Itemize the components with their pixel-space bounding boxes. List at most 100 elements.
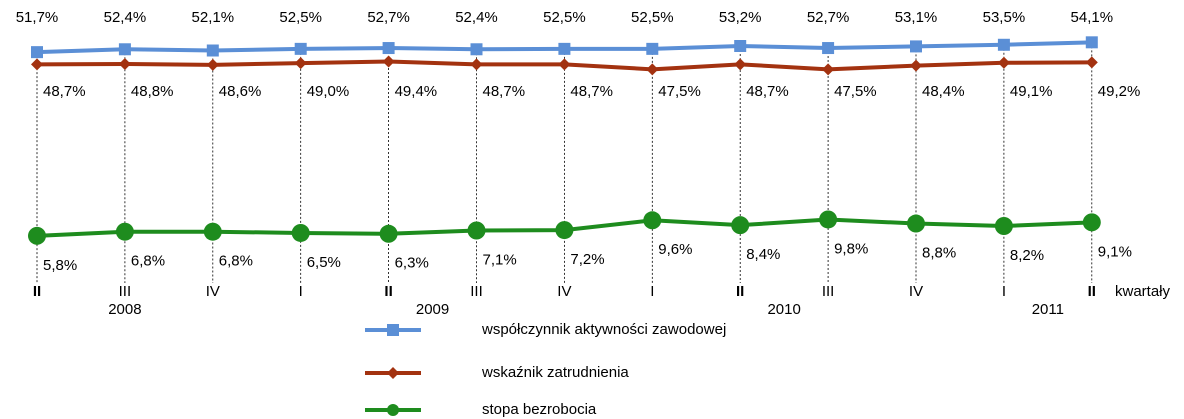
x-tick-label: III (470, 283, 483, 300)
marker (1085, 56, 1098, 69)
data-label: 52,5% (279, 9, 322, 26)
data-label: 49,2% (1098, 83, 1141, 100)
marker (206, 58, 219, 71)
x-tick-label: II (1088, 283, 1096, 300)
marker (203, 222, 222, 241)
data-label: 6,8% (219, 253, 253, 270)
year-label: 2009 (416, 301, 449, 318)
x-tick-label: I (650, 283, 654, 300)
data-label: 48,7% (43, 83, 86, 100)
x-tick-label: II (33, 283, 41, 300)
legend-marker (387, 324, 399, 336)
x-tick-label: II (384, 283, 392, 300)
data-label: 51,7% (16, 9, 59, 26)
marker (822, 63, 835, 76)
marker (997, 56, 1010, 69)
year-label: 2010 (767, 301, 800, 318)
marker (294, 57, 307, 70)
legend-label: stopa bezrobocia (482, 401, 597, 418)
data-label: 48,8% (131, 83, 174, 100)
x-tick-label: I (299, 283, 303, 300)
marker (819, 210, 838, 229)
data-label: 52,7% (807, 9, 850, 26)
data-label: 8,8% (922, 245, 956, 262)
data-label: 52,1% (192, 9, 235, 26)
data-label: 52,4% (104, 9, 147, 26)
data-label: 49,1% (1010, 83, 1053, 100)
data-label: 47,5% (658, 83, 701, 100)
data-label: 53,5% (983, 9, 1026, 26)
legend-label: współczynnik aktywności zawodowej (481, 321, 726, 338)
x-tick-label: IV (557, 283, 571, 300)
marker (822, 42, 835, 55)
legend-marker (387, 404, 399, 416)
data-label: 7,1% (483, 251, 517, 268)
legend-marker (387, 367, 399, 379)
marker (1082, 213, 1101, 232)
legend-label: wskaźnik zatrudnienia (481, 364, 629, 381)
marker (206, 44, 219, 57)
marker (734, 40, 747, 52)
data-label: 9,1% (1098, 243, 1132, 260)
marker (118, 43, 131, 56)
data-label: 8,4% (746, 246, 780, 263)
data-label: 52,7% (367, 9, 410, 26)
data-label: 52,5% (631, 9, 674, 26)
marker (470, 43, 483, 56)
data-label: 6,8% (131, 253, 165, 270)
data-label: 6,5% (307, 254, 341, 271)
data-label: 48,4% (922, 83, 965, 100)
data-label: 48,7% (570, 83, 613, 100)
data-label: 6,3% (395, 255, 429, 272)
marker (31, 46, 43, 59)
data-label: 49,0% (307, 83, 350, 100)
marker (467, 221, 486, 240)
data-label: 5,8% (43, 257, 77, 274)
marker (379, 224, 398, 243)
marker (291, 223, 310, 242)
marker (28, 226, 46, 245)
marker (643, 211, 662, 230)
x-tick-label: I (1002, 283, 1006, 300)
data-label: 53,1% (895, 9, 938, 26)
marker (910, 59, 922, 72)
marker (555, 221, 574, 240)
data-label: 52,4% (455, 9, 498, 26)
marker (118, 58, 131, 70)
x-axis-label: kwartały (1115, 283, 1171, 300)
x-tick-label: III (119, 283, 132, 300)
x-tick-label: III (822, 283, 835, 300)
data-label: 9,8% (834, 240, 868, 257)
marker (382, 42, 395, 55)
x-tick-label: IV (909, 283, 923, 300)
marker (1085, 36, 1098, 49)
data-label: 48,7% (746, 83, 789, 100)
marker (734, 58, 747, 71)
marker (31, 58, 43, 71)
data-label: 54,1% (1071, 9, 1114, 26)
x-tick-label: IV (206, 283, 220, 300)
marker (470, 58, 483, 71)
data-label: 8,2% (1010, 247, 1044, 264)
marker (558, 42, 571, 55)
marker (115, 222, 134, 241)
marker (731, 216, 750, 235)
data-label: 7,2% (570, 251, 604, 268)
marker (294, 42, 307, 55)
marker (646, 42, 659, 55)
data-label: 48,7% (483, 83, 526, 100)
marker (994, 217, 1013, 235)
marker (558, 58, 571, 71)
data-label: 47,5% (834, 83, 877, 100)
data-label: 53,2% (719, 9, 762, 26)
year-label: 2008 (108, 301, 141, 318)
marker (997, 38, 1010, 51)
data-label: 48,6% (219, 83, 262, 100)
marker (907, 214, 925, 233)
data-label: 9,6% (658, 241, 692, 258)
data-label: 52,5% (543, 9, 586, 26)
x-tick-label: II (736, 283, 744, 300)
year-label: 2011 (1032, 301, 1064, 318)
marker (910, 40, 922, 53)
